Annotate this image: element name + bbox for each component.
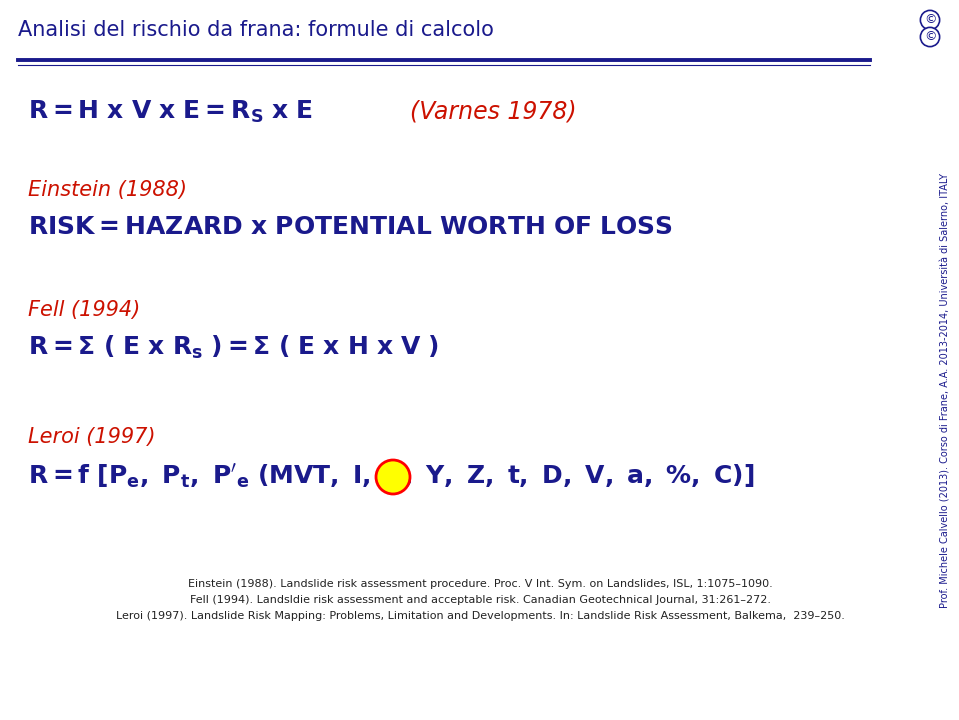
Text: Fell (1994). Landsldie risk assessment and acceptable risk. Canadian Geotechnica: Fell (1994). Landsldie risk assessment a… [190, 595, 770, 605]
Text: $\mathbf{RISK = HAZARD\ x\ POTENTIAL\ WORTH\ OF\ LOSS}$: $\mathbf{RISK = HAZARD\ x\ POTENTIAL\ WO… [28, 215, 673, 239]
Text: Fell (1994): Fell (1994) [28, 300, 140, 320]
Text: Einstein (1988). Landslide risk assessment procedure. Proc. V Int. Sym. on Lands: Einstein (1988). Landslide risk assessme… [188, 579, 772, 589]
Text: Leroi (1997): Leroi (1997) [28, 427, 155, 447]
Text: Analisi del rischio da frana: formule di calcolo: Analisi del rischio da frana: formule di… [18, 20, 494, 40]
Text: Leroi (1997). Landslide Risk Mapping: Problems, Limitation and Developments. In:: Leroi (1997). Landslide Risk Mapping: Pr… [116, 611, 845, 621]
Text: Einstein (1988): Einstein (1988) [28, 180, 187, 200]
Text: $\mathbf{R = f\ [P_e,\ P_t,\ P'_e\ (MVT,\ I,\ X,\ Y,\ Z,\ t,\ D,\ V,\ a,\ \%,\ C: $\mathbf{R = f\ [P_e,\ P_t,\ P'_e\ (MVT,… [28, 463, 755, 491]
Text: ©: © [924, 30, 936, 43]
Text: $\mathbf{R = \Sigma\ (\ E\ x\ R_s\ ) = \Sigma\ (\ E\ x\ H\ x\ V\ )}$: $\mathbf{R = \Sigma\ (\ E\ x\ R_s\ ) = \… [28, 333, 439, 361]
Circle shape [376, 460, 410, 494]
Text: ©: © [924, 14, 936, 27]
Text: (Varnes 1978): (Varnes 1978) [410, 100, 576, 124]
Text: $\mathbf{R = H\ x\ V\ x\ E = R_S\ x\ E}$: $\mathbf{R = H\ x\ V\ x\ E = R_S\ x\ E}$ [28, 99, 313, 125]
Text: Prof. Michele Calvello (2013). Corso di Frane, A.A. 2013-2014, Università di Sal: Prof. Michele Calvello (2013). Corso di … [941, 173, 951, 608]
